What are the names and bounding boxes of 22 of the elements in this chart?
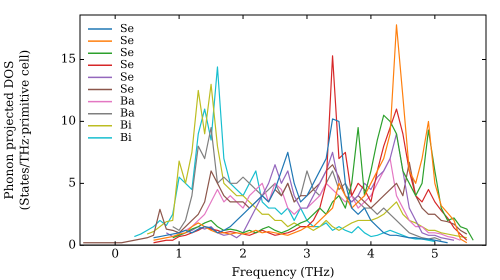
legend-label: Se (120, 46, 134, 60)
y-tick-label: 5 (68, 175, 76, 190)
y-tick-label: 0 (68, 237, 76, 252)
legend-label: Se (120, 34, 134, 47)
legend-label: Se (120, 70, 134, 84)
x-tick-label: 1 (175, 246, 183, 261)
x-tick-label: 4 (367, 246, 376, 261)
legend-label: Ba (120, 106, 136, 120)
y-axis-title: Phonon projected DOS (States/THz·primitive cell) (2, 50, 32, 210)
legend-label: Se (120, 22, 134, 35)
y-tick-label: 15 (60, 52, 76, 66)
x-axis-title: Frequency (THz) (232, 264, 334, 279)
legend-label: Bi (120, 118, 132, 132)
y-tick-label: 10 (60, 114, 76, 128)
legend-label: Ba (120, 94, 136, 108)
x-tick-label: 3 (303, 246, 311, 261)
x-tick-label: 5 (431, 246, 439, 261)
legend-label: Se (120, 58, 134, 72)
x-tick-label: 2 (239, 246, 247, 261)
x-tick-label: 0 (111, 246, 119, 261)
legend-label: Bi (120, 130, 132, 144)
legend-label: Se (120, 82, 134, 96)
